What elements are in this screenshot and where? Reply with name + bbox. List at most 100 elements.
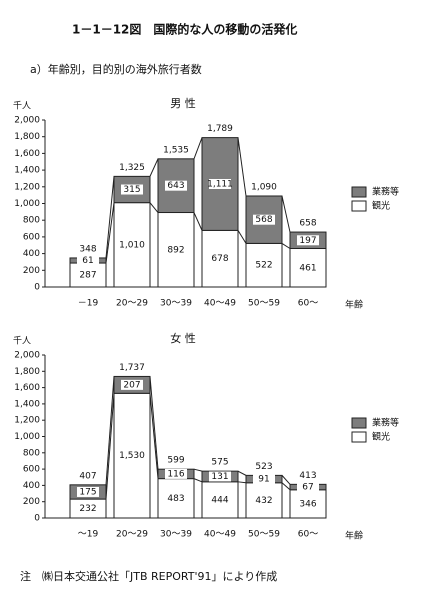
label-box: [297, 235, 319, 246]
x-tick-label: 30～39: [160, 299, 192, 309]
y-tick-label: 400: [23, 481, 40, 491]
label-box: [253, 474, 275, 485]
connector: [237, 481, 247, 484]
label-box: [209, 471, 231, 482]
segment-label: 522: [255, 261, 272, 271]
connector: [149, 202, 159, 213]
connector: [237, 137, 247, 197]
connector: [281, 475, 291, 485]
segment-label: 197: [299, 236, 316, 246]
legend-swatch: [351, 200, 367, 212]
segment-label: 483: [167, 494, 184, 504]
segment-label: 1,010: [119, 240, 145, 250]
y-tick-label: 1,000: [14, 432, 40, 442]
total-label: 1,789: [207, 124, 233, 134]
label-box: [209, 179, 231, 190]
segment-label: 1,111: [207, 180, 233, 190]
x-axis-label: 年齢: [345, 299, 363, 311]
y-tick-label: 1,400: [14, 166, 40, 176]
y-tick-label: 1,600: [14, 383, 40, 393]
segment-label: 67: [302, 483, 313, 493]
bar-segment: [245, 482, 283, 519]
y-tick-label: 600: [23, 232, 40, 242]
legend-label: 業務等: [372, 186, 399, 198]
x-tick-label: 20～29: [116, 530, 148, 540]
segment-label: 892: [167, 245, 184, 255]
y-tick-label: 0: [34, 514, 40, 524]
segment-label: 432: [255, 496, 272, 506]
bar-segment: [113, 392, 151, 519]
bar-segment: [245, 242, 283, 288]
y-tick-label: 800: [23, 448, 40, 458]
connector: [193, 212, 203, 231]
y-tick-label: 1,800: [14, 132, 40, 142]
total-label: 1,325: [119, 163, 145, 173]
y-tick-label: 200: [23, 266, 40, 276]
segment-label: 287: [79, 271, 96, 281]
connector: [193, 468, 203, 472]
bar-segment: [289, 248, 327, 288]
connector: [105, 202, 115, 264]
segment-label: 91: [258, 475, 269, 485]
bar-segment: [289, 489, 327, 519]
x-tick-label: －19: [78, 299, 99, 309]
connector: [281, 195, 291, 233]
segment-label: 116: [167, 469, 184, 479]
connector: [105, 176, 115, 258]
y-tick-label: 0: [34, 283, 40, 293]
total-label: 1,737: [119, 363, 145, 373]
segment-label: 232: [79, 504, 96, 514]
connector: [193, 137, 203, 160]
connector: [281, 242, 291, 249]
total-label: 658: [299, 219, 316, 229]
bar-segment: [113, 202, 151, 288]
y-tick-label: 1,200: [14, 416, 40, 426]
x-tick-label: 40～49: [204, 299, 236, 309]
segment-label: 444: [211, 495, 228, 505]
legend-swatch: [351, 417, 367, 429]
subtitle: a）年齢別，目的別の海外旅行者数: [30, 62, 202, 76]
segment-label: 207: [123, 380, 140, 390]
total-label: 575: [211, 458, 228, 468]
x-tick-label: 60～: [298, 530, 318, 540]
label-box: [165, 180, 187, 191]
legend-label: 観光: [372, 431, 390, 443]
y-tick-label: 800: [23, 216, 40, 226]
total-label: 599: [167, 456, 184, 466]
connector: [149, 393, 159, 479]
legend-label: 観光: [372, 200, 390, 212]
segment-label: 461: [299, 263, 316, 273]
total-label: 523: [255, 462, 272, 472]
connector: [193, 478, 203, 483]
y-tick-label: 1,600: [14, 149, 40, 159]
x-tick-label: 50～59: [248, 530, 280, 540]
y-tick-label: 600: [23, 465, 40, 475]
segment-label: 175: [79, 487, 96, 497]
total-label: 1,090: [251, 182, 277, 192]
y-tick-label: 1,200: [14, 182, 40, 192]
x-tick-label: 60～: [298, 299, 318, 309]
bar-segment: [201, 229, 239, 288]
x-axis-label: 年齢: [345, 530, 363, 542]
note: 注 ㈱日本交通公社「JTB REPORT'91」により作成: [20, 569, 277, 583]
chart-title: 男 性: [170, 96, 196, 110]
total-label: 1,535: [163, 145, 189, 155]
x-tick-label: 40～49: [204, 530, 236, 540]
chart-title: 女 性: [170, 331, 196, 345]
label-box: [253, 214, 275, 225]
segment-label: 1,530: [119, 451, 145, 461]
total-label: 407: [79, 471, 96, 481]
y-tick-label: 2,000: [14, 351, 40, 361]
y-tick-label: 1,400: [14, 399, 40, 409]
connector: [237, 470, 247, 476]
total-label: 413: [299, 471, 316, 481]
legend-swatch: [351, 431, 367, 443]
y-tick-label: 200: [23, 497, 40, 507]
connector: [281, 482, 291, 491]
figure-title: 1－1－12図 国際的な人の移動の活発化: [72, 22, 297, 37]
segment-label: 678: [211, 254, 228, 264]
y-tick-label: 1,000: [14, 199, 40, 209]
bar-segment: [157, 212, 195, 288]
x-tick-label: ～19: [78, 530, 99, 540]
